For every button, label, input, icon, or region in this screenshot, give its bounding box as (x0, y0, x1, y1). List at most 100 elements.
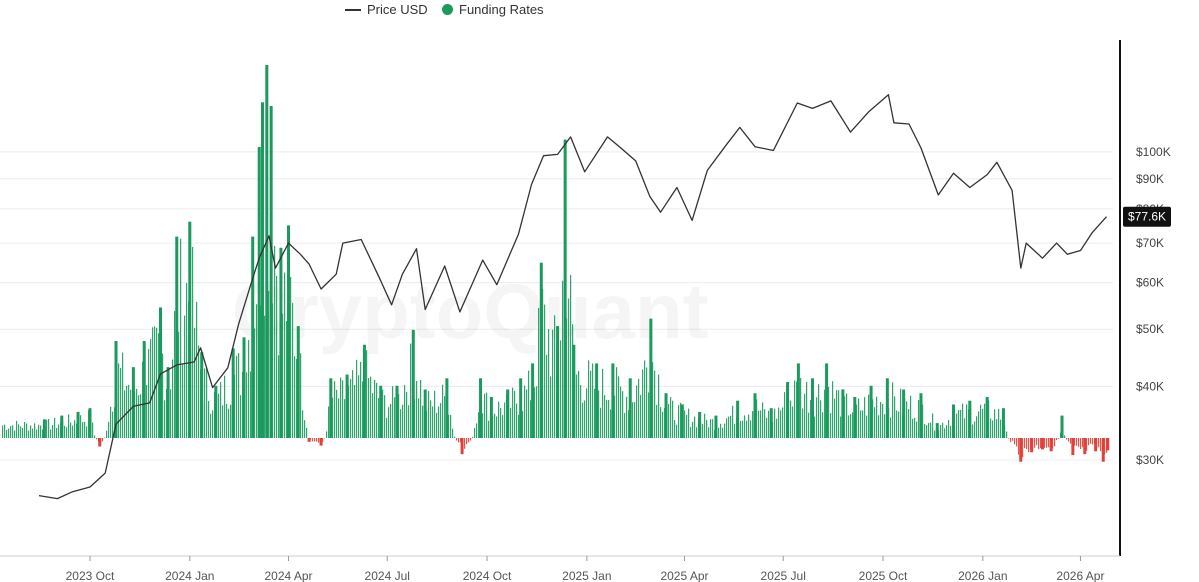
funding-bar (126, 385, 128, 438)
funding-bar (902, 412, 904, 438)
funding-bar (226, 403, 228, 438)
funding-bar (1048, 438, 1050, 448)
funding-bar (650, 397, 652, 438)
funding-bar (876, 396, 878, 438)
funding-bar (656, 404, 658, 438)
funding-bar (578, 370, 580, 438)
funding-bar (258, 201, 260, 438)
funding-bar (460, 438, 462, 443)
funding-bar (842, 389, 844, 438)
funding-bar (212, 410, 214, 438)
funding-bar (136, 388, 138, 438)
funding-bar (970, 407, 972, 438)
funding-bar (898, 411, 900, 438)
funding-bar (922, 404, 924, 438)
x-tick-label: 2026 Apr (1056, 569, 1104, 582)
funding-bar (1030, 438, 1034, 453)
funding-bar (662, 411, 664, 438)
funding-bar (998, 408, 1000, 438)
funding-bar (296, 358, 298, 438)
funding-bar (250, 371, 252, 438)
legend-item-price[interactable]: Price USD (345, 2, 428, 17)
funding-bar (590, 370, 592, 438)
funding-bar (278, 355, 280, 438)
funding-bar (30, 425, 32, 438)
funding-bar (98, 438, 102, 447)
funding-bar (80, 415, 82, 438)
funding-bar (102, 438, 104, 442)
funding-bar (734, 423, 736, 438)
funding-bar (772, 422, 774, 438)
funding-bar (374, 380, 376, 438)
funding-bar (452, 428, 454, 438)
funding-bar (1024, 438, 1026, 449)
legend-item-funding[interactable]: Funding Rates (442, 2, 544, 17)
funding-bar (479, 378, 483, 438)
funding-bar (526, 389, 528, 438)
funding-bar (464, 438, 466, 449)
funding-bar (1094, 438, 1098, 452)
funding-bar (740, 421, 742, 438)
funding-bar (550, 376, 552, 438)
funding-bar (482, 413, 484, 438)
funding-bar (254, 328, 256, 438)
funding-bar (6, 430, 8, 438)
funding-bar (654, 370, 656, 438)
funding-bar (408, 405, 410, 438)
funding-bar (608, 400, 610, 438)
funding-bar (728, 416, 730, 438)
funding-bar (1004, 424, 1006, 438)
funding-bar (272, 303, 274, 438)
funding-bar (935, 423, 939, 438)
x-tick-label: 2024 Apr (264, 569, 312, 582)
funding-bar (402, 404, 404, 438)
funding-bar (172, 359, 174, 438)
funding-bar (264, 315, 266, 438)
funding-bar (830, 413, 832, 438)
funding-bar (610, 409, 612, 438)
funding-bar (530, 400, 532, 438)
funding-bar (1026, 438, 1028, 450)
price-line-swatch (345, 8, 361, 11)
funding-bar (688, 408, 690, 438)
funding-bar (916, 421, 918, 438)
x-tick-label: 2025 Jul (761, 569, 806, 582)
price-line-group (38, 94, 1107, 500)
funding-bar (674, 419, 676, 438)
last-price-badge-label: $77.6K (1128, 210, 1166, 224)
funding-bar (282, 313, 284, 438)
funding-bar (372, 393, 374, 438)
funding-bar (168, 396, 170, 438)
funding-bar (538, 307, 540, 438)
funding-bar (992, 420, 994, 438)
funding-bar (944, 428, 946, 438)
funding-bar (906, 401, 908, 438)
funding-bar (524, 385, 526, 438)
funding-bar (706, 419, 708, 438)
funding-bar (732, 405, 734, 438)
funding-bar (720, 423, 722, 438)
funding-bar (100, 438, 102, 443)
funding-bar (604, 395, 606, 438)
y-tick-label: $50K (1136, 322, 1164, 336)
funding-bar (676, 424, 678, 438)
funding-bar (908, 409, 910, 438)
funding-bar (885, 378, 889, 438)
funding-bar (312, 438, 314, 442)
funding-bar (236, 355, 238, 438)
funding-bar (846, 393, 848, 438)
funding-bar (92, 422, 94, 438)
funding-bar (72, 425, 74, 438)
funding-bar (358, 375, 360, 438)
funding-bar (902, 389, 906, 438)
funding-bar (736, 400, 740, 438)
funding-bar (52, 425, 54, 438)
funding-bar (742, 420, 744, 438)
funding-bar (314, 438, 316, 442)
funding-bar (1056, 438, 1058, 441)
funding-bar (82, 422, 84, 438)
funding-bar (460, 438, 464, 455)
funding-bar (868, 394, 870, 438)
funding-bar (602, 368, 604, 438)
